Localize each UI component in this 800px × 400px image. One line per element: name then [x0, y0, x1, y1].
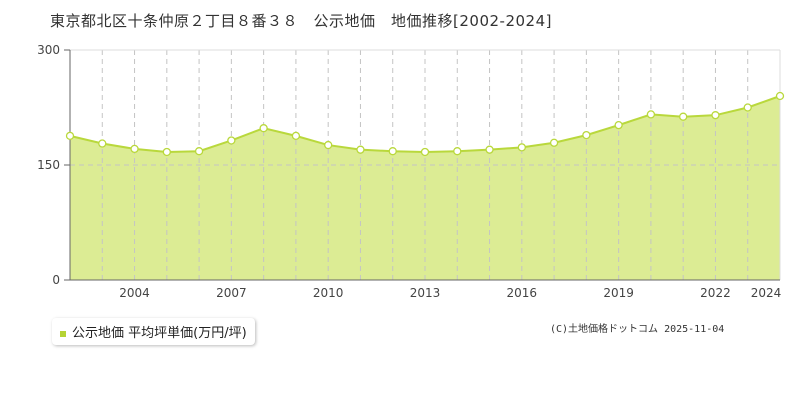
legend-label: 公示地価 平均坪単価(万円/坪) — [72, 326, 247, 341]
data-point — [130, 144, 139, 154]
data-point — [646, 110, 656, 119]
x-tick-label: 2010 — [313, 286, 344, 300]
data-point — [356, 145, 365, 154]
legend: 公示地価 平均坪単価(万円/坪) — [52, 318, 255, 345]
y-tick-label: 300 — [37, 43, 60, 57]
y-tick-label: 150 — [37, 158, 60, 172]
data-point — [324, 140, 333, 150]
data-point — [711, 111, 720, 120]
x-tick-label: 2022 — [700, 286, 731, 300]
data-point — [582, 130, 591, 140]
data-point — [775, 91, 785, 101]
x-tick-label: 2016 — [507, 286, 538, 300]
x-tick-label: 2019 — [603, 286, 634, 300]
data-point — [549, 138, 559, 147]
y-tick-label: 0 — [52, 273, 60, 287]
data-point — [420, 147, 430, 157]
data-point — [485, 145, 494, 154]
legend-swatch — [60, 330, 66, 337]
data-point — [98, 139, 107, 148]
data-point — [614, 120, 623, 130]
data-point — [743, 103, 752, 112]
data-point — [388, 147, 397, 156]
data-point — [162, 147, 171, 157]
data-point — [65, 131, 75, 141]
data-point — [194, 147, 204, 156]
data-point — [259, 124, 268, 133]
data-point — [517, 143, 526, 152]
data-point — [291, 131, 301, 141]
x-tick-label: 2007 — [216, 286, 247, 300]
data-point — [679, 112, 688, 121]
chart-title: 東京都北区十条仲原２丁目８番３８ 公示地価 地価推移[2002-2024] — [50, 12, 552, 30]
x-tick-label: 2004 — [119, 286, 150, 300]
data-point — [227, 136, 236, 145]
data-point — [453, 147, 462, 156]
credit: (C)土地価格ドットコム 2025-11-04 — [550, 324, 725, 335]
x-tick-label: 2013 — [410, 286, 441, 300]
x-tick-label: 2024 — [751, 286, 782, 300]
